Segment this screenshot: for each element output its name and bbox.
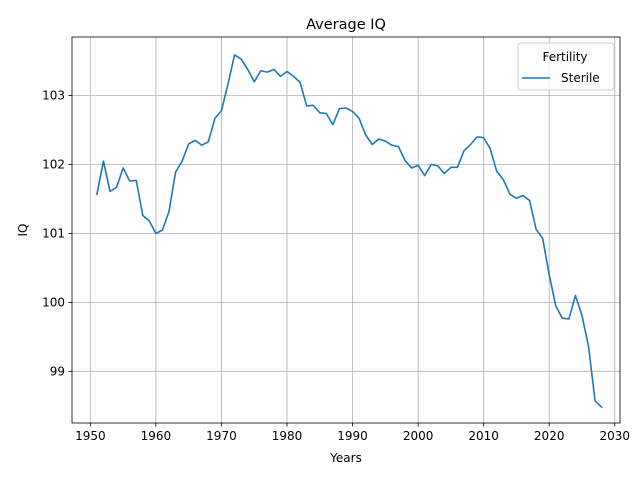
- x-tick-label: 2010: [468, 429, 499, 443]
- x-tick-label: 2020: [534, 429, 565, 443]
- chart-title: Average IQ: [306, 17, 386, 33]
- x-tick-label: 1970: [206, 429, 237, 443]
- series-lines: [95, 54, 603, 409]
- legend: Fertility Sterile: [517, 42, 615, 91]
- y-tick-label: 99: [50, 364, 65, 378]
- x-tick-label: 1990: [337, 429, 368, 443]
- y-tick-label: 102: [42, 158, 65, 172]
- x-tick-label: 2000: [403, 429, 434, 443]
- legend-title: Fertility: [542, 50, 587, 64]
- plot-frame: [71, 36, 621, 424]
- x-axis-ticks: 1950 1960 1970 1980 1990 2000 2010 2020 2030: [75, 423, 630, 443]
- x-tick-label: 1980: [272, 429, 303, 443]
- gridlines: [72, 37, 620, 423]
- series-line-sterile: [95, 54, 603, 409]
- y-axis-ticks: 99 100 101 102 103: [42, 89, 72, 378]
- x-axis-title: Years: [329, 451, 362, 465]
- x-tick-label: 1960: [141, 429, 172, 443]
- x-tick-label: 1950: [75, 429, 106, 443]
- y-axis-title: IQ: [16, 224, 30, 237]
- y-tick-label: 100: [42, 295, 65, 309]
- y-tick-label: 101: [42, 226, 65, 240]
- x-tick-label: 2030: [599, 429, 630, 443]
- y-tick-label: 103: [42, 89, 65, 103]
- legend-label-sterile: Sterile: [561, 71, 600, 85]
